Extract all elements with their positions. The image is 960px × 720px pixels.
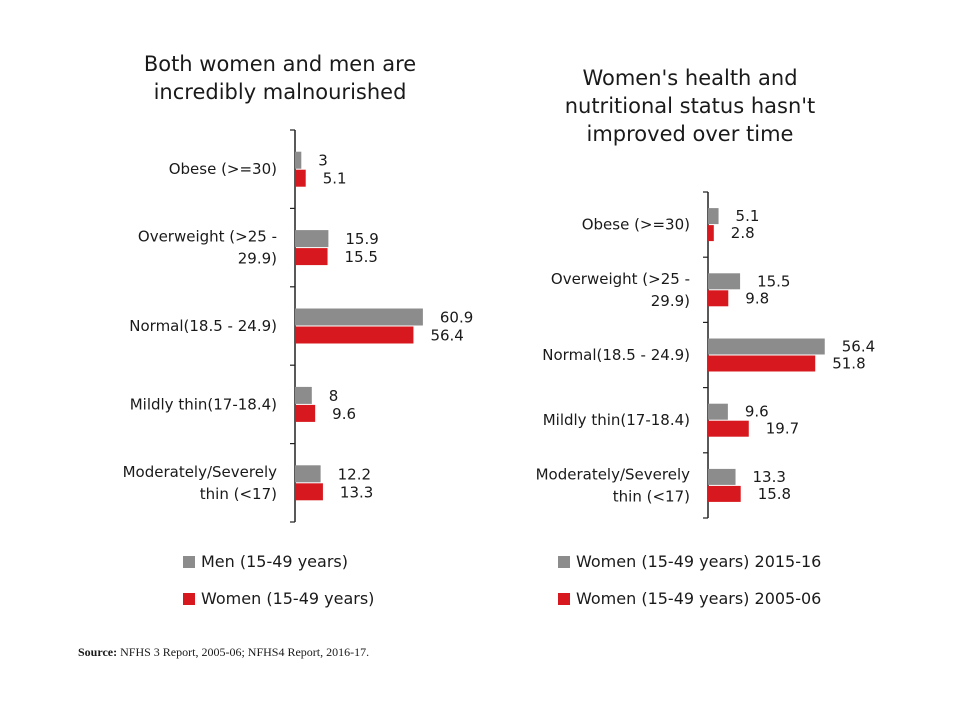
right-category-label: Moderately/Severely thin (<17) bbox=[536, 465, 691, 505]
left-bar bbox=[295, 465, 321, 483]
right-value-label: 2.8 bbox=[731, 224, 755, 242]
left-bar bbox=[295, 151, 302, 169]
left-chart-title: Both women and men are incredibly malnour… bbox=[100, 50, 460, 106]
left-bar bbox=[295, 230, 329, 248]
right-bar bbox=[708, 403, 728, 420]
left-value-label: 15.5 bbox=[345, 248, 378, 266]
right-category-label: Overweight (>25 - 29.9) bbox=[551, 270, 690, 310]
right-category-label-line: Overweight (>25 - bbox=[551, 270, 690, 288]
right-legend-label: Women (15-49 years) 2015-16 bbox=[576, 552, 821, 571]
right-bar bbox=[708, 338, 825, 355]
source-label: Source: bbox=[78, 645, 118, 659]
left-category-label: Normal(18.5 - 24.9) bbox=[129, 317, 277, 335]
left-category-label-line: Moderately/Severely bbox=[123, 463, 278, 481]
right-value-label: 51.8 bbox=[832, 355, 865, 373]
left-legend-label: Women (15-49 years) bbox=[201, 589, 374, 608]
right-bar bbox=[708, 290, 729, 307]
left-bar bbox=[295, 483, 323, 501]
right-category-label-line: Mildly thin(17-18.4) bbox=[543, 411, 690, 429]
right-category-label-line: thin (<17) bbox=[613, 487, 690, 505]
right-value-label: 19.7 bbox=[766, 420, 799, 438]
left-title-line-0: Both women and men are bbox=[143, 52, 417, 76]
right-category-label: Obese (>=30) bbox=[582, 216, 690, 234]
left-category-label: Obese (>=30) bbox=[169, 160, 277, 178]
right-value-label: 56.4 bbox=[842, 338, 875, 356]
left-category-label: Moderately/Severely thin (<17) bbox=[123, 463, 278, 503]
right-legend-swatch bbox=[558, 556, 570, 568]
left-legend-swatch bbox=[183, 556, 195, 568]
left-bar bbox=[295, 248, 328, 266]
right-bar bbox=[708, 273, 741, 290]
right-value-label: 15.5 bbox=[757, 272, 790, 290]
left-bar bbox=[295, 326, 414, 344]
right-category-label-line: Obese (>=30) bbox=[582, 216, 690, 234]
left-category-label-line: 29.9) bbox=[238, 250, 277, 268]
right-bar bbox=[708, 468, 736, 485]
left-value-label: 56.4 bbox=[430, 327, 463, 345]
right-bar bbox=[708, 225, 714, 242]
left-bar bbox=[295, 386, 312, 404]
right-category-label-line: Normal(18.5 - 24.9) bbox=[542, 346, 690, 364]
right-value-label: 13.3 bbox=[753, 468, 786, 486]
left-value-label: 5.1 bbox=[323, 170, 347, 188]
left-category-label: Overweight (>25 - 29.9) bbox=[138, 228, 277, 268]
left-value-label: 15.9 bbox=[345, 230, 378, 248]
right-category-label-line: 29.9) bbox=[651, 292, 690, 310]
left-category-label-line: Mildly thin(17-18.4) bbox=[130, 395, 277, 413]
right-value-label: 5.1 bbox=[736, 207, 760, 225]
right-category-label: Mildly thin(17-18.4) bbox=[543, 411, 690, 429]
left-legend-swatch bbox=[183, 593, 195, 605]
right-bar bbox=[708, 355, 816, 372]
left-bar bbox=[295, 404, 316, 422]
left-category-label-line: Obese (>=30) bbox=[169, 160, 277, 178]
left-value-label: 3 bbox=[318, 152, 328, 170]
right-value-label: 9.6 bbox=[745, 403, 769, 421]
left-value-label: 13.3 bbox=[340, 483, 373, 501]
right-bar bbox=[708, 208, 719, 225]
left-bar bbox=[295, 308, 423, 326]
source-note: Source: NFHS 3 Report, 2005-06; NFHS4 Re… bbox=[78, 645, 369, 660]
right-category-label: Normal(18.5 - 24.9) bbox=[542, 346, 690, 364]
right-title-line-1: nutritional status hasn't bbox=[564, 94, 816, 118]
left-legend-label: Men (15-49 years) bbox=[201, 552, 348, 571]
right-title-line-2: improved over time bbox=[586, 122, 794, 146]
left-value-label: 12.2 bbox=[338, 465, 371, 483]
left-value-label: 60.9 bbox=[440, 309, 473, 327]
right-category-label-line: Moderately/Severely bbox=[536, 465, 691, 483]
left-value-label: 8 bbox=[329, 387, 339, 405]
right-legend-swatch bbox=[558, 593, 570, 605]
left-category-label: Mildly thin(17-18.4) bbox=[130, 395, 277, 413]
left-bar bbox=[295, 169, 306, 187]
left-category-label-line: Normal(18.5 - 24.9) bbox=[129, 317, 277, 335]
left-category-label-line: Overweight (>25 - bbox=[138, 228, 277, 246]
source-text: NFHS 3 Report, 2005-06; NFHS4 Report, 20… bbox=[120, 645, 370, 659]
left-title-line-1: incredibly malnourished bbox=[153, 80, 407, 104]
right-value-label: 15.8 bbox=[758, 485, 791, 503]
right-title-line-0: Women's health and bbox=[582, 66, 798, 90]
right-bar bbox=[708, 420, 749, 437]
right-bar bbox=[708, 485, 741, 502]
left-value-label: 9.6 bbox=[332, 405, 356, 423]
right-legend-label: Women (15-49 years) 2005-06 bbox=[576, 589, 821, 608]
right-value-label: 9.8 bbox=[745, 289, 769, 307]
right-chart-title: Women's health and nutritional status has… bbox=[520, 64, 860, 148]
left-category-label-line: thin (<17) bbox=[200, 485, 277, 503]
